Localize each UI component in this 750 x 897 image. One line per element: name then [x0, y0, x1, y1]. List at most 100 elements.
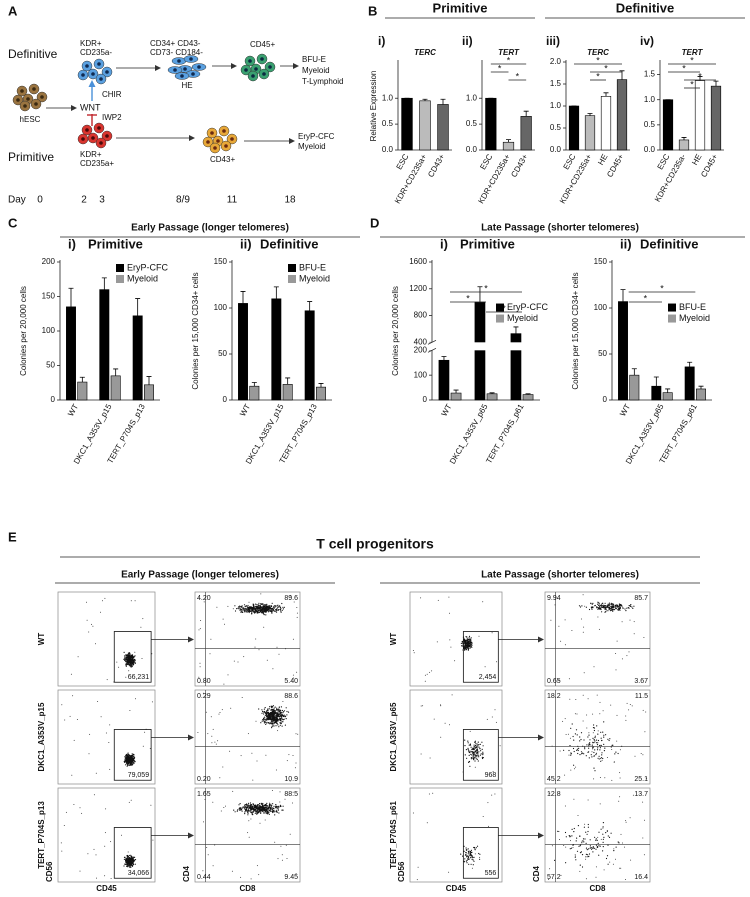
event: [617, 841, 619, 843]
event: [260, 722, 262, 724]
y-tick-label: 1600: [409, 257, 427, 266]
event: [476, 756, 478, 758]
event: [565, 734, 567, 735]
event: [243, 807, 245, 809]
event: [252, 609, 254, 611]
event: [88, 631, 90, 633]
event: [61, 850, 63, 852]
event: [241, 610, 243, 612]
event: [247, 609, 249, 611]
event: [465, 636, 467, 638]
event: [465, 853, 467, 856]
event: [106, 679, 108, 681]
event: [607, 610, 609, 612]
event: [131, 865, 133, 868]
event: [116, 661, 118, 663]
error-bar: [113, 368, 119, 376]
event: [130, 764, 132, 766]
quadrant-value: 85.7: [634, 595, 648, 602]
flow-plot: [57, 787, 156, 883]
event: [575, 859, 577, 861]
event: [131, 858, 133, 860]
chart-title: Primitive: [88, 236, 143, 251]
event: [563, 845, 565, 846]
event: [285, 707, 287, 709]
event: [255, 607, 257, 609]
event: [473, 752, 475, 754]
event: [129, 862, 131, 864]
event: [596, 846, 598, 848]
significance-label: *: [484, 283, 488, 293]
event: [104, 832, 106, 834]
event: [257, 605, 259, 607]
event: [571, 630, 573, 631]
event: [265, 719, 267, 721]
event: [573, 764, 575, 766]
event: [127, 861, 129, 864]
event: [123, 865, 125, 867]
event: [574, 855, 576, 857]
event: [575, 729, 578, 731]
event: [267, 709, 269, 711]
event: [133, 660, 135, 662]
event: [259, 606, 262, 609]
event: [644, 731, 646, 733]
nucleus: [23, 104, 27, 108]
event: [253, 604, 255, 606]
event: [127, 764, 129, 766]
event: [249, 608, 251, 610]
event: [281, 809, 283, 811]
event: [294, 767, 296, 769]
event: [131, 660, 133, 662]
event: [602, 841, 604, 844]
event: [245, 609, 247, 611]
event: [252, 811, 254, 813]
event: [627, 607, 629, 609]
event: [129, 864, 131, 866]
flow-plot: [544, 689, 651, 785]
event: [494, 709, 496, 711]
event: [577, 752, 579, 755]
chart-label: iii): [546, 34, 560, 48]
event: [254, 809, 256, 811]
nucleus: [268, 65, 272, 69]
event: [603, 836, 605, 839]
event: [286, 710, 288, 713]
event: [612, 608, 614, 610]
event: [479, 747, 481, 750]
event: [131, 860, 133, 862]
event: [234, 610, 237, 612]
event: [570, 754, 572, 756]
event: [574, 856, 576, 858]
event: [214, 844, 216, 846]
event: [479, 856, 481, 858]
event: [481, 756, 483, 759]
chart-label: ii): [462, 34, 473, 48]
event: [491, 794, 493, 796]
event: [254, 807, 256, 809]
event: [275, 725, 277, 727]
event: [258, 602, 260, 604]
event: [265, 711, 268, 713]
event: [131, 753, 133, 755]
event: [267, 813, 269, 815]
event: [603, 604, 605, 606]
event: [244, 813, 246, 815]
event: [565, 846, 567, 848]
event: [281, 859, 283, 861]
event: [480, 750, 482, 752]
event: [127, 859, 129, 861]
event: [272, 710, 274, 712]
event: [463, 860, 465, 862]
event: [63, 825, 65, 826]
event: [250, 810, 252, 812]
event: [259, 810, 261, 812]
bar: [502, 141, 515, 151]
error-bar: [713, 80, 719, 87]
event: [595, 838, 597, 840]
gate-count: 968: [485, 772, 497, 779]
error-bar: [68, 287, 74, 307]
event: [151, 701, 153, 703]
nucleus: [248, 59, 252, 63]
event: [604, 602, 606, 604]
